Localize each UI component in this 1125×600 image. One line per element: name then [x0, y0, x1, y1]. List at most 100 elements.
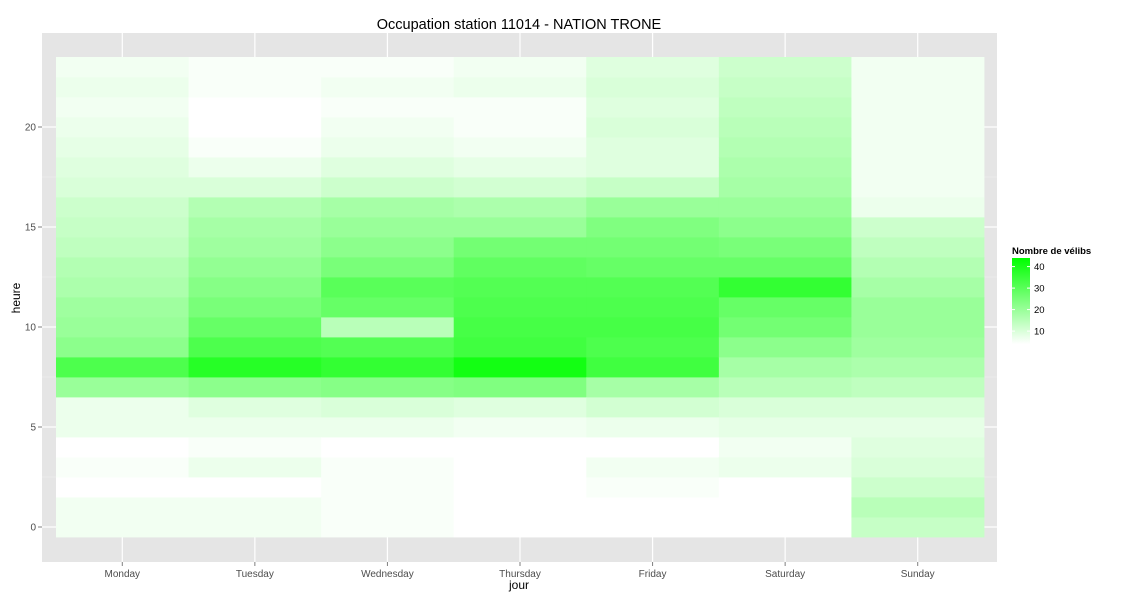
heatmap-tile — [851, 357, 985, 378]
heatmap-tile — [321, 417, 455, 438]
heatmap-tile — [586, 57, 720, 78]
heatmap-tile — [586, 517, 720, 538]
heatmap-tile — [188, 197, 322, 218]
heatmap-tile — [188, 157, 322, 178]
heatmap-tile — [188, 297, 322, 318]
heatmap-tile — [321, 97, 455, 118]
heatmap-tile — [321, 57, 455, 78]
heatmap-tile — [321, 217, 455, 238]
heatmap-tile — [851, 477, 985, 498]
heatmap-tile — [586, 337, 720, 358]
heatmap-tile — [56, 57, 189, 78]
heatmap-tile — [453, 437, 587, 458]
x-axis-title: jour — [508, 578, 529, 592]
heatmap-tile — [188, 337, 322, 358]
y-tick-label: 15 — [25, 223, 37, 234]
heatmap-tile — [321, 397, 455, 418]
heatmap-tile — [188, 277, 322, 298]
x-tick-label: Wednesday — [361, 569, 414, 580]
x-tick-label: Tuesday — [236, 569, 274, 580]
heatmap-tile — [56, 317, 189, 338]
heatmap-tile — [56, 97, 189, 118]
heatmap-tile — [718, 97, 852, 118]
heatmap-tile — [851, 277, 985, 298]
heatmap-tile — [851, 177, 985, 198]
heatmap-tile — [453, 137, 587, 158]
heatmap-tile — [718, 157, 852, 178]
heatmap-tile — [586, 297, 720, 318]
heatmap-tile — [453, 377, 587, 398]
heatmap-tile — [718, 497, 852, 518]
heatmap-tile — [718, 377, 852, 398]
heatmap-tile — [453, 57, 587, 78]
heatmap-tile — [586, 217, 720, 238]
heatmap-tile — [718, 137, 852, 158]
heatmap-tile — [453, 117, 587, 138]
heatmap-tile — [188, 317, 322, 338]
heatmap-tile — [321, 497, 455, 518]
heatmap-tile — [321, 277, 455, 298]
heatmap-tile — [718, 477, 852, 498]
x-axis: Monday Tuesday Wednesday Thursday Friday Satu… — [104, 562, 935, 580]
heatmap-tile — [586, 77, 720, 98]
heatmap-tile — [453, 217, 587, 238]
heatmap-tile — [851, 257, 985, 278]
heatmap-tile — [56, 257, 189, 278]
heatmap-tile — [851, 497, 985, 518]
heatmap-tile — [56, 437, 189, 458]
heatmap-tile — [718, 317, 852, 338]
heatmap-tile — [188, 217, 322, 238]
heatmap-tile — [586, 97, 720, 118]
heatmap-tile — [851, 57, 985, 78]
heatmap-tile — [321, 137, 455, 158]
heatmap-tile — [718, 517, 852, 538]
heatmap-tile — [56, 417, 189, 438]
heatmap-tile — [188, 97, 322, 118]
heatmap-tile — [718, 257, 852, 278]
legend-tick-label: 10 — [1034, 327, 1045, 338]
heatmap-tile — [56, 217, 189, 238]
heatmap-tile — [453, 237, 587, 258]
heatmap-tile — [851, 157, 985, 178]
heatmap-tile — [56, 117, 189, 138]
heatmap-tile — [453, 477, 587, 498]
heatmap-tile — [321, 197, 455, 218]
heatmap-tile — [586, 257, 720, 278]
heatmap-tile — [56, 77, 189, 98]
heatmap-tile — [188, 117, 322, 138]
heatmap-tile — [453, 497, 587, 518]
heatmap-tile — [718, 297, 852, 318]
heatmap-tile — [188, 437, 322, 458]
heatmap-tile — [321, 317, 455, 338]
heatmap-tile — [851, 217, 985, 238]
heatmap-tile — [851, 517, 985, 538]
heatmap-tile — [56, 297, 189, 318]
legend-tick-label: 20 — [1034, 305, 1045, 316]
heatmap-tile — [453, 277, 587, 298]
color-legend: Nombre de vélibs 10 20 30 40 — [1012, 246, 1091, 344]
legend-tick-label: 40 — [1034, 262, 1045, 273]
heatmap-tile — [851, 457, 985, 478]
heatmap-tile — [718, 437, 852, 458]
y-axis: 0 5 10 15 20 — [25, 123, 42, 534]
heatmap-tile — [851, 337, 985, 358]
heatmap-tile — [586, 457, 720, 478]
heatmap-tile — [586, 417, 720, 438]
heatmap-tile — [188, 257, 322, 278]
heatmap-tile — [321, 117, 455, 138]
heatmap-tile — [851, 397, 985, 418]
heatmap-tile — [321, 177, 455, 198]
heatmap-tile — [56, 197, 189, 218]
heatmap-tile — [718, 457, 852, 478]
heatmap-tile — [851, 197, 985, 218]
heatmap-tile — [718, 197, 852, 218]
heatmap-tile — [321, 457, 455, 478]
legend-ticks: 10 20 30 40 — [1012, 262, 1045, 338]
y-tick-label: 10 — [25, 323, 37, 334]
heatmap-tile — [188, 517, 322, 538]
heatmap-tile — [851, 237, 985, 258]
heatmap-tile — [586, 197, 720, 218]
heatmap-tile — [453, 177, 587, 198]
heatmap-tile — [851, 77, 985, 98]
heatmap-tile — [453, 97, 587, 118]
